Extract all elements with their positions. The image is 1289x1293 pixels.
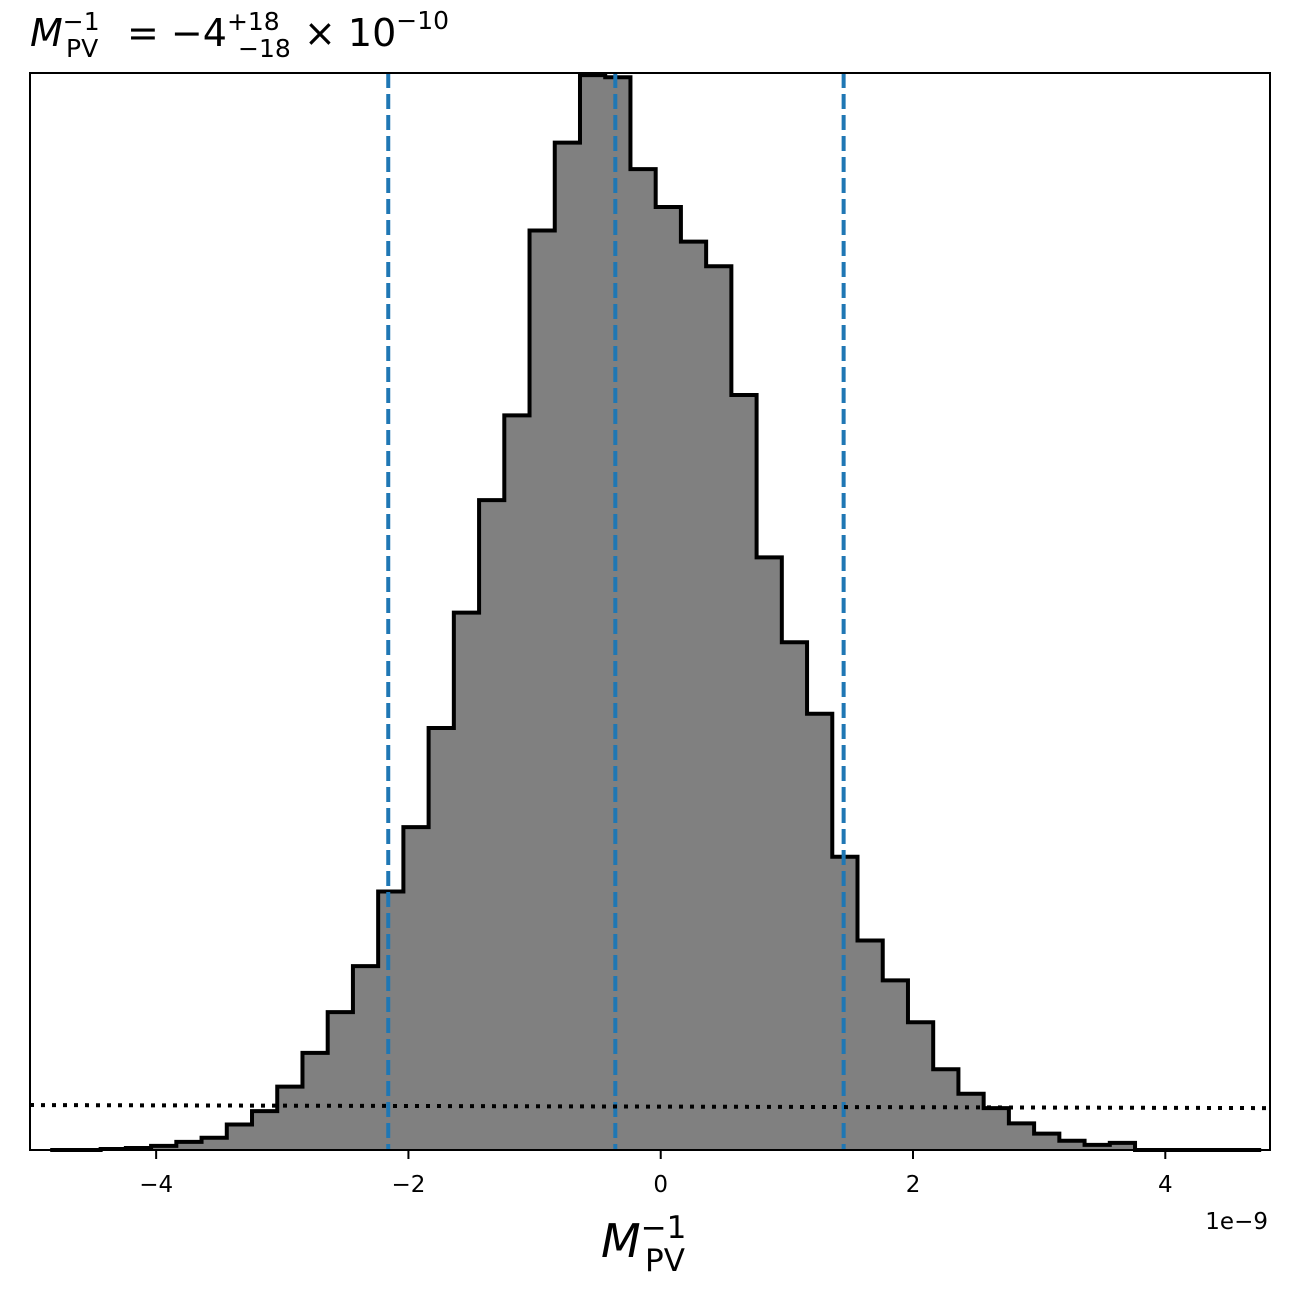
title-err-minus: −18 — [238, 34, 291, 63]
histogram-bar — [277, 1086, 303, 1150]
quantile-lines — [386, 73, 846, 1150]
histogram-bar — [983, 1108, 1010, 1150]
xlabel-superscript: −1 — [641, 1210, 687, 1246]
xlabel-subscript: PV — [645, 1243, 685, 1279]
histogram-bar — [378, 891, 404, 1150]
histogram-bar — [529, 230, 556, 1151]
histogram-bar — [151, 1145, 177, 1150]
histogram-bar — [933, 1069, 959, 1150]
title-symbol-superscript: −1 — [63, 7, 100, 36]
histogram-bar — [781, 642, 808, 1150]
x-tick-label: −4 — [139, 1172, 173, 1198]
histogram-bar — [479, 500, 505, 1150]
x-axis-label: M−1 PV — [601, 1210, 686, 1279]
histogram-bar — [605, 77, 631, 1150]
title-err-plus: +18 — [227, 7, 280, 36]
histogram-bar — [958, 1093, 985, 1150]
histogram-outline — [50, 73, 1262, 1152]
x-tick-label: −2 — [391, 1172, 425, 1198]
title-symbol: M — [30, 11, 63, 55]
histogram-bar — [352, 966, 379, 1150]
x-tick-label: 2 — [906, 1172, 921, 1198]
histogram-bar — [453, 612, 480, 1150]
histogram-bar — [428, 728, 455, 1150]
histogram-bar — [680, 241, 707, 1150]
x-tick-label: 0 — [653, 1172, 668, 1198]
histogram-bar — [857, 940, 884, 1150]
histogram-bar — [807, 713, 833, 1150]
histogram-bar — [302, 1052, 329, 1150]
histogram-bar — [327, 1012, 354, 1150]
histogram-bar — [403, 827, 430, 1150]
histogram-bar — [554, 142, 581, 1150]
histogram-bar — [1008, 1123, 1035, 1150]
histogram-bar — [252, 1111, 278, 1150]
title-times: × 10 — [304, 11, 396, 55]
x-tick-label: 4 — [1158, 1172, 1173, 1198]
title-exponent: −10 — [396, 6, 449, 35]
chart-title: M−1 PV = −4+18 −18 × 10−10 — [30, 6, 449, 63]
xlabel-symbol: M — [601, 1214, 641, 1268]
histogram-bar — [1059, 1140, 1086, 1150]
histogram-bar — [1109, 1142, 1136, 1150]
histogram-bar — [706, 266, 732, 1150]
histogram-bar — [579, 75, 606, 1150]
histogram-bar — [1034, 1133, 1060, 1150]
x-offset-text: 1e−9 — [1205, 1209, 1268, 1235]
title-symbol-subscript: PV — [66, 34, 98, 63]
histogram-bar — [756, 557, 783, 1150]
histogram-bar — [630, 169, 657, 1150]
histogram-bar — [176, 1141, 203, 1150]
x-axis-ticks: −4 −2 0 2 4 — [139, 1150, 1173, 1198]
histogram-bar — [882, 980, 909, 1150]
histogram-bar — [655, 206, 682, 1150]
histogram-bar — [226, 1124, 253, 1150]
histogram-bar — [1084, 1144, 1111, 1150]
histogram-bar — [907, 1022, 934, 1150]
histogram-bars — [100, 75, 1136, 1151]
histogram-bar — [504, 415, 531, 1150]
plot-frame — [29, 72, 1271, 1151]
histogram-bar — [201, 1137, 228, 1150]
histogram-bar — [731, 394, 758, 1151]
title-equals: = −4 — [127, 11, 227, 55]
